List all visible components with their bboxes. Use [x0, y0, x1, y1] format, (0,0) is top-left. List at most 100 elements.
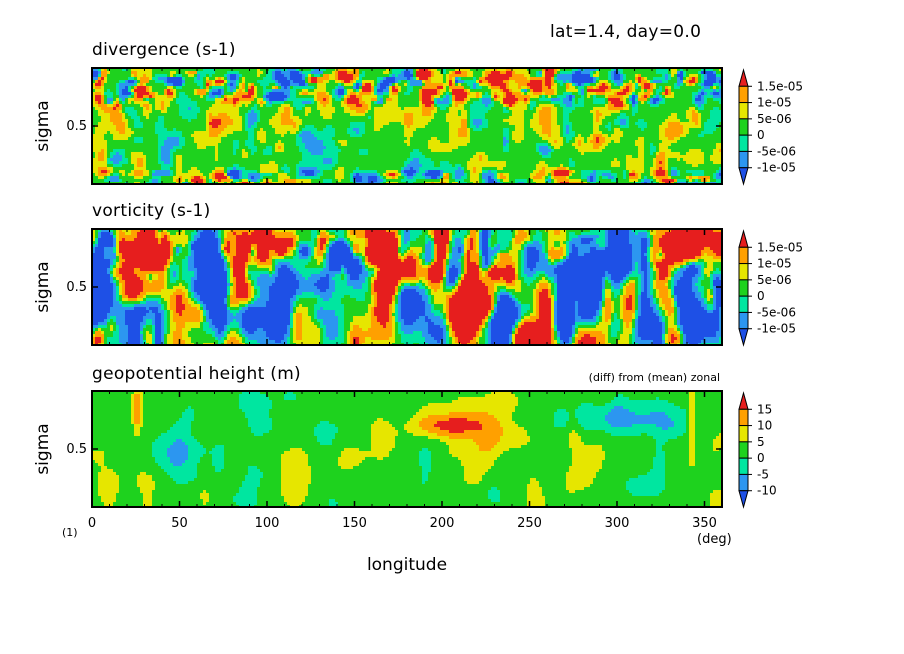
field-cell	[251, 253, 254, 256]
field-cell	[488, 170, 491, 173]
field-cell	[425, 253, 431, 256]
field-cell	[122, 289, 125, 292]
field-cell	[614, 119, 620, 122]
field-cell	[170, 170, 173, 173]
field-cell	[179, 110, 200, 113]
field-cell	[464, 259, 467, 262]
field-cell	[557, 74, 572, 77]
field-cell	[677, 77, 680, 80]
field-cell	[188, 247, 191, 250]
field-cell	[599, 244, 605, 247]
field-cell	[194, 92, 197, 95]
field-cell	[98, 158, 104, 161]
field-cell	[470, 122, 473, 125]
field-cell	[239, 74, 242, 77]
field-cell	[452, 104, 455, 107]
field-cell	[95, 128, 116, 131]
field-cell	[173, 170, 176, 173]
field-cell	[443, 286, 446, 289]
field-cell	[257, 101, 260, 104]
field-cell	[530, 125, 542, 128]
field-cell	[509, 292, 512, 295]
field-cell	[557, 283, 602, 286]
field-cell	[176, 95, 179, 98]
field-cell	[716, 71, 722, 74]
field-cell	[521, 253, 524, 256]
field-cell	[188, 253, 191, 256]
field-cell	[665, 89, 668, 92]
field-cell	[527, 256, 539, 259]
field-cell	[626, 167, 644, 170]
field-cell	[122, 256, 170, 259]
field-cell	[566, 247, 569, 250]
field-cell	[551, 80, 554, 83]
field-cell	[518, 101, 524, 104]
field-cell	[713, 92, 719, 95]
field-cell	[113, 277, 116, 280]
field-cell	[164, 143, 179, 146]
field-cell	[146, 98, 149, 101]
field-cell	[119, 152, 125, 155]
field-cell	[650, 247, 653, 250]
field-cell	[299, 131, 302, 134]
field-cell	[368, 280, 371, 283]
field-cell	[248, 119, 257, 122]
field-cell	[551, 286, 554, 289]
field-cell	[365, 241, 368, 244]
field-cell	[539, 149, 551, 152]
field-cell	[206, 176, 209, 179]
field-cell	[92, 238, 95, 241]
field-cell	[314, 238, 317, 241]
field-cell	[698, 176, 710, 179]
field-cell	[644, 179, 650, 182]
field-cell	[665, 131, 683, 134]
field-cell	[119, 83, 134, 86]
field-cell	[587, 86, 593, 89]
field-cell	[221, 131, 233, 134]
field-cell	[350, 113, 365, 116]
field-cell	[419, 77, 428, 80]
field-cell	[140, 83, 143, 86]
field-cell	[479, 265, 482, 268]
field-cell	[641, 283, 644, 286]
field-cell	[143, 161, 146, 164]
field-cell	[428, 146, 458, 149]
field-cell	[95, 98, 101, 101]
field-cell	[617, 116, 629, 119]
field-cell	[110, 259, 113, 262]
field-cell	[452, 229, 455, 232]
field-cell	[188, 292, 191, 295]
field-cell	[224, 247, 230, 250]
field-cell	[401, 232, 404, 235]
field-cell	[191, 250, 194, 253]
field-cell	[215, 170, 224, 173]
field-cell	[482, 119, 488, 122]
field-cell	[503, 92, 506, 95]
field-cell	[581, 152, 584, 155]
field-cell	[494, 262, 497, 265]
field-cell	[383, 179, 386, 182]
field-cell	[650, 170, 653, 173]
field-cell	[467, 250, 470, 253]
field-cell	[677, 74, 683, 77]
field-cell	[317, 229, 320, 232]
field-cell	[569, 176, 581, 179]
field-cell	[554, 170, 569, 173]
field-cell	[458, 280, 461, 283]
field-cell	[107, 271, 110, 274]
field-cell	[194, 140, 221, 143]
field-cell	[200, 170, 212, 173]
field-cell	[158, 179, 161, 182]
field-cell	[407, 250, 410, 253]
field-cell	[101, 229, 110, 232]
field-cell	[413, 74, 416, 77]
field-cell	[101, 95, 104, 98]
field-cell	[641, 250, 647, 253]
field-cell	[671, 89, 698, 92]
field-cell	[683, 265, 686, 268]
field-cell	[704, 274, 707, 277]
field-cell	[374, 277, 377, 280]
field-cell	[374, 89, 377, 92]
field-cell	[269, 83, 275, 86]
field-cell	[683, 77, 686, 80]
